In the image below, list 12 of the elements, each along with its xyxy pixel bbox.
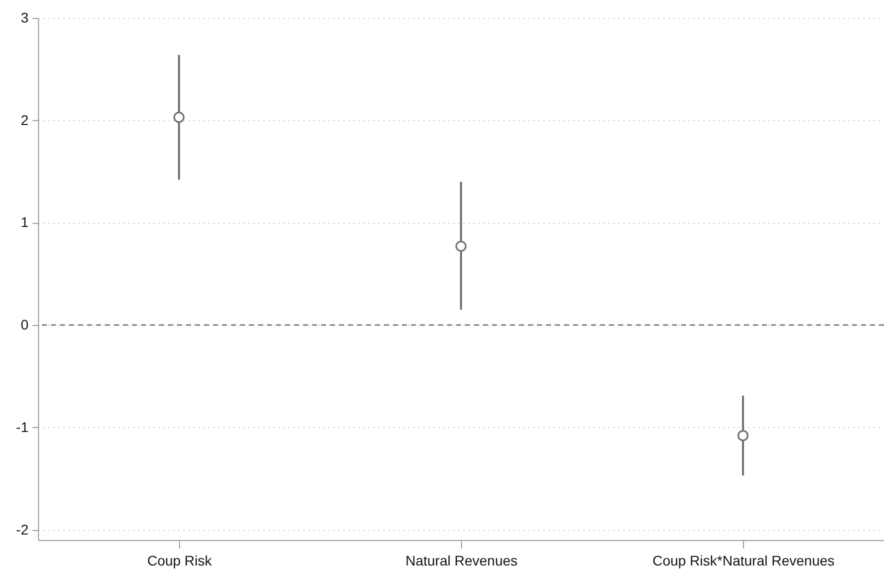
- point: [455, 240, 467, 252]
- y-tick-label: 2: [20, 112, 29, 128]
- y-tick-label: -2: [16, 521, 29, 538]
- x-tick-label: Natural Revenues: [405, 552, 518, 568]
- point: [173, 112, 185, 123]
- x-tick-label: Coup Risk*Natural Revenues: [652, 552, 835, 568]
- point: [737, 430, 749, 442]
- y-tick-label: -1: [16, 418, 29, 435]
- y-tick-label: 0: [20, 316, 29, 333]
- y-tick-label: 1: [20, 214, 29, 230]
- x-tick-label: Coup Risk: [147, 552, 213, 568]
- y-tick-label: 3: [20, 10, 29, 26]
